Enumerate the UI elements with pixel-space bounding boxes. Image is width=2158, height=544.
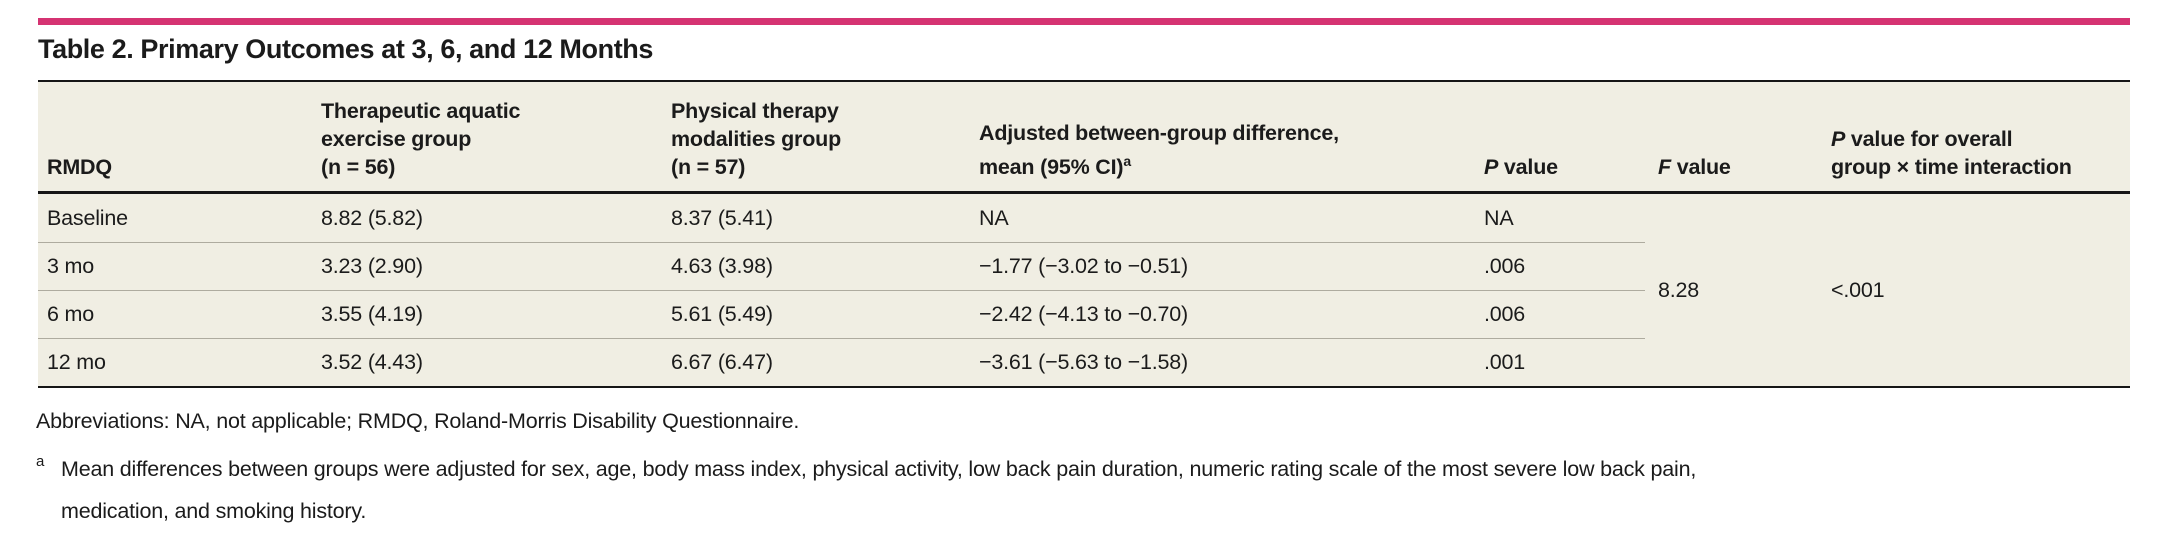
f-value-rest: value: [1670, 155, 1731, 179]
col-header-interaction: P value for overall group × time interac…: [1820, 125, 2130, 191]
cell-baseline-modalities: 8.37 (5.41): [671, 205, 773, 230]
cell-3mo-aquatic: 3.23 (2.90): [321, 242, 671, 290]
col-header-f-value: F value: [1645, 153, 1820, 191]
footnote-ref-a: a: [1123, 152, 1131, 169]
cell-12mo-p-value: .001: [1484, 338, 1645, 386]
footnote-a-marker: a: [36, 453, 45, 470]
cell-6mo-modalities: 5.61 (5.49): [671, 290, 979, 338]
cell-3mo-modalities: 4.63 (3.98): [671, 242, 979, 290]
cell-baseline-difference: NA: [979, 205, 1009, 230]
p-value-italic: P: [1484, 155, 1499, 179]
col-header-aquatic-group: Therapeutic aquatic exercise group (n = …: [321, 99, 521, 179]
cell-12mo-aquatic: 3.52 (4.43): [321, 338, 671, 386]
table-title: Table 2. Primary Outcomes at 3, 6, and 1…: [38, 34, 653, 64]
table-body: Baseline 8.82 (5.82) 8.37 (5.41) NA NA 3…: [38, 194, 2130, 386]
cell-3mo-difference: −1.77 (−3.02 to −0.51): [979, 242, 1484, 290]
cell-12mo-modalities: 6.67 (6.47): [671, 338, 979, 386]
cell-6mo-aquatic: 3.55 (4.19): [321, 290, 671, 338]
journal-accent-bar: [38, 18, 2130, 25]
abbreviations-note: Abbreviations: NA, not applicable; RMDQ,…: [36, 409, 800, 433]
col-header-p-value: P value: [1484, 153, 1645, 191]
cell-6mo-difference: −2.42 (−4.13 to −0.70): [979, 290, 1484, 338]
footnote-a: a Mean differences between groups were a…: [36, 448, 1696, 532]
outcomes-table: RMDQ Therapeutic aquatic exercise group …: [38, 80, 2130, 388]
f-value-italic: F: [1658, 155, 1671, 179]
cell-baseline-aquatic: 8.82 (5.82): [321, 205, 423, 230]
cell-3mo-p-value: .006: [1484, 242, 1645, 290]
interaction-p-italic: P: [1831, 127, 1846, 151]
row-label-3mo: 3 mo: [38, 242, 321, 290]
col-header-adjusted-difference: Adjusted between-group difference, mean …: [979, 119, 1484, 191]
cell-6mo-p-value: .006: [1484, 290, 1645, 338]
cell-12mo-difference: −3.61 (−5.63 to −1.58): [979, 338, 1484, 386]
adjusted-difference-label: Adjusted between-group difference, mean …: [979, 120, 1339, 179]
cell-f-value-merged: 8.28: [1658, 277, 1700, 302]
table-header-row: RMDQ Therapeutic aquatic exercise group …: [38, 82, 2130, 194]
interaction-label-rest: value for overall group × time interacti…: [1831, 127, 2072, 179]
footnote-a-text: Mean differences between groups were adj…: [61, 457, 1697, 523]
col-header-rmdq: RMDQ: [47, 155, 112, 179]
cell-interaction-p-merged: <.001: [1831, 277, 1885, 302]
row-label-12mo: 12 mo: [38, 338, 321, 386]
row-label-baseline: Baseline: [47, 205, 128, 230]
cell-baseline-p-value: NA: [1484, 205, 1514, 230]
p-value-rest: value: [1498, 155, 1558, 179]
col-header-modalities-group: Physical therapy modalities group (n = 5…: [671, 99, 842, 179]
row-label-6mo: 6 mo: [38, 290, 321, 338]
